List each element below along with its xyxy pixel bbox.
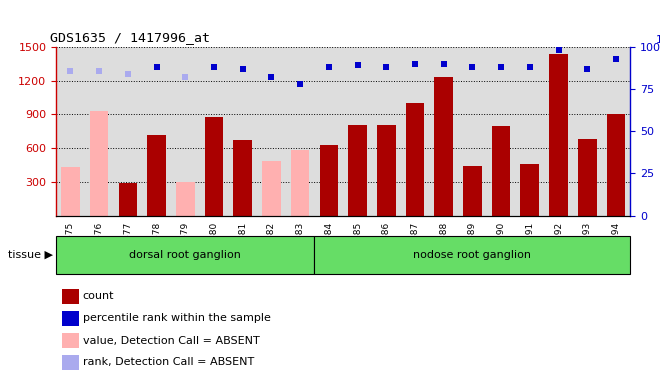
Point: [381, 64, 391, 70]
Text: tissue ▶: tissue ▶: [8, 250, 53, 260]
Point: [496, 64, 506, 70]
Text: nodose root ganglion: nodose root ganglion: [413, 250, 531, 260]
Bar: [286, 47, 314, 216]
Bar: [228, 47, 257, 216]
Bar: [62, 289, 79, 304]
Bar: [176, 183, 195, 216]
Bar: [315, 236, 630, 274]
Point: [438, 61, 449, 67]
Point: [123, 71, 133, 77]
Bar: [143, 47, 171, 216]
Point: [525, 64, 535, 70]
Bar: [62, 311, 79, 326]
Point: [352, 62, 363, 68]
Text: GDS1635 / 1417996_at: GDS1635 / 1417996_at: [50, 32, 211, 44]
Bar: [56, 236, 315, 274]
Bar: [486, 47, 515, 216]
Point: [94, 68, 104, 74]
Point: [553, 47, 564, 53]
Point: [610, 56, 621, 62]
Bar: [429, 47, 458, 216]
Bar: [434, 77, 453, 216]
Bar: [62, 333, 79, 348]
Point: [467, 64, 478, 70]
Bar: [544, 47, 573, 216]
Bar: [578, 139, 597, 216]
Text: value, Detection Call = ABSENT: value, Detection Call = ABSENT: [82, 336, 259, 346]
Bar: [199, 47, 228, 216]
Bar: [372, 47, 401, 216]
Bar: [406, 103, 424, 216]
Bar: [573, 47, 602, 216]
Point: [410, 61, 420, 67]
Bar: [147, 135, 166, 216]
Bar: [90, 111, 108, 216]
Bar: [205, 117, 223, 216]
Bar: [61, 167, 80, 216]
Bar: [114, 47, 143, 216]
Bar: [515, 47, 544, 216]
Point: [180, 74, 191, 80]
Point: [295, 81, 306, 87]
Bar: [343, 47, 372, 216]
Point: [266, 74, 277, 80]
Text: percentile rank within the sample: percentile rank within the sample: [82, 314, 271, 324]
Point: [209, 64, 219, 70]
Bar: [234, 140, 252, 216]
Bar: [521, 164, 539, 216]
Bar: [119, 183, 137, 216]
Point: [65, 68, 76, 74]
Bar: [319, 145, 338, 216]
Bar: [262, 160, 280, 216]
Bar: [62, 355, 79, 370]
Text: rank, Detection Call = ABSENT: rank, Detection Call = ABSENT: [82, 357, 253, 367]
Bar: [602, 47, 630, 216]
Bar: [257, 47, 286, 216]
Bar: [458, 47, 486, 216]
Point: [323, 64, 334, 70]
Point: [582, 66, 593, 72]
Point: [238, 66, 248, 72]
Bar: [463, 166, 482, 216]
Bar: [314, 47, 343, 216]
Text: dorsal root ganglion: dorsal root ganglion: [129, 250, 242, 260]
Bar: [348, 124, 367, 216]
Text: count: count: [82, 291, 114, 301]
Bar: [171, 47, 199, 216]
Bar: [291, 150, 310, 216]
Bar: [492, 126, 510, 216]
Bar: [607, 114, 625, 216]
Bar: [401, 47, 429, 216]
Bar: [84, 47, 114, 216]
Text: 100%: 100%: [656, 35, 660, 45]
Point: [151, 64, 162, 70]
Bar: [549, 54, 568, 216]
Bar: [56, 47, 84, 216]
Bar: [377, 124, 395, 216]
